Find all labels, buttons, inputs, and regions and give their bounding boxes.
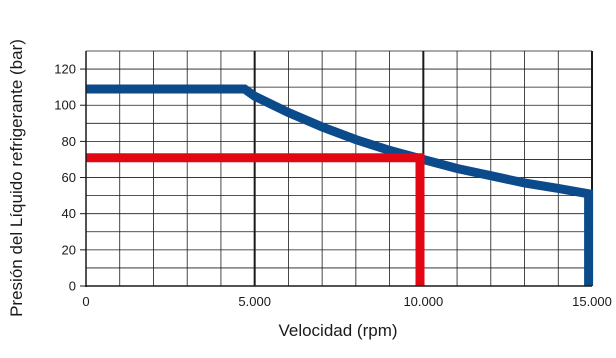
- y-axis-label: Presión del Líquido refrigerante (bar): [7, 39, 26, 317]
- x-tick-label: 5.000: [238, 294, 271, 309]
- y-tick-label: 0: [69, 279, 76, 294]
- tick-labels: 0 5.000 10.000 15.000 0 20 40 60 80 100 120: [54, 62, 612, 309]
- series-line-1: [86, 84, 594, 286]
- y-tick-label: 120: [54, 62, 76, 77]
- grid: [86, 50, 593, 286]
- x-tick-label: 0: [82, 294, 89, 309]
- y-tick-label: 80: [62, 134, 76, 149]
- axes: [85, 51, 592, 287]
- x-tick-label: 10.000: [403, 294, 443, 309]
- y-tick-label: 20: [62, 242, 76, 257]
- x-tick-label: 15.000: [572, 294, 612, 309]
- y-tick-label: 60: [62, 170, 76, 185]
- x-axis-label: Velocidad (rpm): [278, 321, 397, 340]
- y-tick-label: 100: [54, 98, 76, 113]
- y-tick-label: 40: [62, 206, 76, 221]
- series-line-2: [86, 153, 425, 286]
- series-layer: [86, 84, 594, 286]
